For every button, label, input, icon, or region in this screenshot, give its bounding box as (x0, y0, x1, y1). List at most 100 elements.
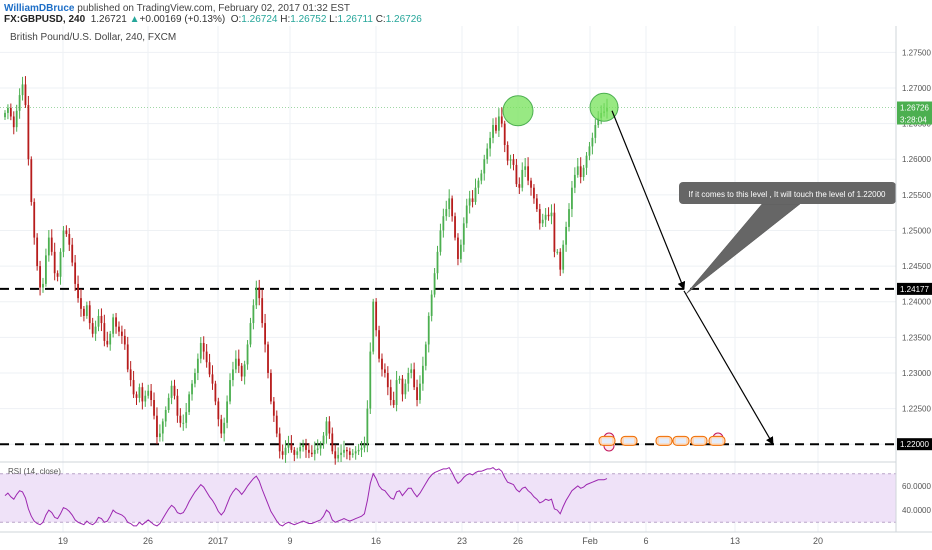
candle-body (462, 223, 465, 245)
candle-body (316, 448, 319, 450)
candle-body (223, 422, 226, 434)
last-price: 1.26721 (90, 14, 127, 25)
grid-lines (0, 26, 896, 532)
candle-body (12, 116, 15, 128)
time-axis[interactable]: 19 26 2017 9 16 23 26 Feb 6 13 20 (0, 531, 932, 546)
candle-body (416, 387, 418, 401)
candle-body (71, 244, 74, 263)
candle-body (24, 84, 27, 106)
candle-body (91, 323, 94, 334)
candle-body (296, 451, 299, 455)
y-tick-label: 1.24000 (902, 298, 931, 307)
candle-body (372, 301, 375, 352)
candle-body (9, 107, 12, 117)
candle-body (220, 419, 223, 434)
candle-body (135, 394, 138, 398)
candle-body (88, 305, 91, 324)
candle-body (164, 409, 167, 422)
x-tick-label: 2017 (208, 536, 228, 546)
candle-body (270, 372, 272, 402)
y-tick-label: 1.23000 (902, 369, 931, 378)
candle-body (486, 148, 489, 160)
candle-body (313, 449, 316, 455)
candle-body (512, 159, 515, 165)
candle-body (45, 255, 47, 284)
candle-body (421, 365, 424, 384)
candle-body (565, 226, 567, 245)
candle-body (94, 326, 97, 334)
candle-body (129, 369, 132, 381)
candle-body (594, 125, 597, 138)
candle-body (597, 117, 600, 126)
candle-body (82, 308, 85, 316)
rsi-tick-label: 60.0000 (902, 482, 931, 491)
candle-body (413, 369, 416, 388)
candle-body (30, 159, 33, 202)
candle-body (553, 212, 556, 252)
candle-body (240, 365, 243, 377)
candle-body (424, 344, 427, 366)
candle-body (378, 330, 380, 359)
candle-body (331, 433, 334, 452)
candle-body (474, 187, 477, 202)
candle-body (118, 326, 120, 332)
candle-body (427, 315, 430, 345)
candle-body (196, 358, 199, 373)
candle-body (158, 433, 161, 438)
candle-body (348, 451, 351, 455)
open-label: O: (230, 14, 242, 25)
candle-body (404, 383, 407, 395)
level-label: 1.22000 (900, 440, 929, 449)
candle-body (208, 362, 211, 375)
candle-body (410, 369, 413, 373)
candle-body (533, 187, 535, 199)
candle-body (293, 449, 296, 455)
price-axis[interactable]: 1.275001.270001.265001.260001.255001.250… (895, 26, 932, 532)
low-label: L: (329, 14, 338, 25)
candle-body (383, 369, 386, 373)
symbol-label[interactable]: FX:GBPUSD, 240 (4, 14, 86, 25)
flag-icon (712, 438, 722, 444)
candle-body (395, 380, 398, 406)
candle-body (585, 155, 588, 168)
candle-body (62, 230, 65, 252)
candle-body (497, 116, 500, 131)
candle-body (442, 216, 445, 231)
candle-body (42, 283, 44, 288)
candle-body (340, 452, 342, 455)
candle-body (229, 380, 231, 402)
candle-body (132, 380, 135, 395)
candle-body (573, 174, 576, 188)
candle-body (562, 244, 565, 270)
open-value: 1.26724 (241, 14, 278, 25)
candle-body (448, 198, 451, 210)
candle-body (401, 378, 404, 395)
candle-body (480, 173, 483, 181)
candle-body (150, 390, 153, 401)
candle-body (582, 167, 585, 178)
candle-body (305, 444, 307, 450)
flag-icon (694, 438, 704, 444)
event-markers (598, 432, 726, 452)
candle-body (439, 230, 442, 252)
candle-body (115, 317, 117, 327)
author-link[interactable]: WilliamDBruce (4, 3, 75, 14)
top-marker-circle (502, 95, 534, 127)
candle-body (495, 125, 497, 131)
high-value: 1.26752 (290, 14, 327, 25)
price-chart[interactable]: RSI (14, close) If it comes to this leve… (0, 26, 932, 550)
candle-body (506, 144, 509, 161)
candle-body (337, 454, 340, 459)
candle-body (530, 180, 532, 188)
candle-body (211, 374, 214, 384)
candle-body (328, 421, 331, 434)
candle-body (281, 451, 284, 455)
candle-body (167, 397, 170, 410)
candle-body (571, 187, 573, 210)
x-tick-label: Feb (582, 536, 598, 546)
candle-body (576, 166, 579, 175)
candle-body (310, 452, 313, 455)
candle-body (351, 453, 354, 455)
candle-body (568, 209, 570, 227)
projection-arrow (683, 290, 774, 446)
